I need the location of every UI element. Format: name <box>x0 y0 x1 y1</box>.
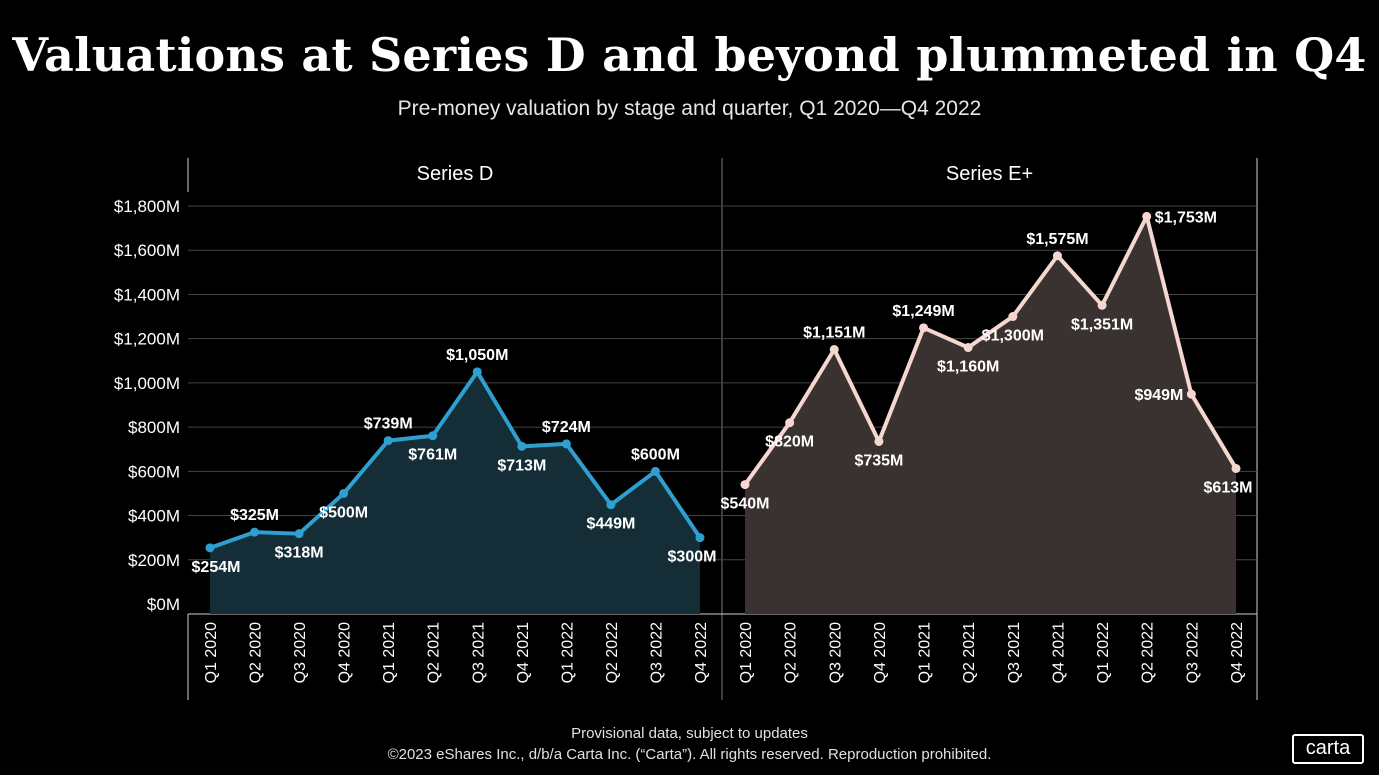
y-tick-label: $400M <box>128 507 180 526</box>
data-point <box>1097 300 1107 310</box>
panel-title: Series D <box>417 163 494 185</box>
data-point <box>1231 463 1241 473</box>
data-label: $724M <box>542 419 591 436</box>
data-label: $500M <box>319 504 368 521</box>
page-title: Valuations at Series D and beyond plumme… <box>12 28 1367 82</box>
x-tick-label: Q4 2022 <box>693 622 710 683</box>
footer-note: Provisional data, subject to updates <box>571 725 808 742</box>
x-tick-label: Q3 2021 <box>470 622 487 683</box>
data-point <box>1052 251 1062 261</box>
data-point <box>829 345 839 355</box>
x-tick-label: Q3 2022 <box>1184 622 1201 683</box>
x-tick-label: Q3 2020 <box>292 622 309 683</box>
x-tick-label: Q2 2021 <box>426 622 443 683</box>
x-tick-label: Q3 2021 <box>1006 622 1023 683</box>
x-tick-label: Q4 2020 <box>872 622 889 683</box>
data-label: $613M <box>1204 479 1253 496</box>
data-label: $540M <box>721 496 770 513</box>
data-label: $600M <box>631 446 680 463</box>
y-tick-label: $1,600M <box>114 241 180 260</box>
data-point <box>695 533 705 543</box>
y-tick-label: $1,000M <box>114 374 180 393</box>
data-point <box>383 436 393 446</box>
carta-logo: carta <box>1292 734 1364 764</box>
data-label: $1,151M <box>803 325 865 342</box>
series-area <box>745 216 1236 615</box>
series-line <box>743 214 1238 486</box>
data-label: $1,249M <box>892 303 954 320</box>
y-tick-label: $800M <box>128 418 180 437</box>
x-tick-label: Q4 2022 <box>1229 622 1246 683</box>
data-label: $300M <box>668 549 717 566</box>
data-label: $1,300M <box>982 328 1044 345</box>
footer-copyright: ©2023 eShares Inc., d/b/a Carta Inc. (“C… <box>387 746 992 763</box>
data-point <box>740 480 750 490</box>
data-point <box>472 367 482 377</box>
data-point <box>963 343 973 353</box>
x-tick-label: Q1 2020 <box>203 622 220 683</box>
data-point <box>1186 389 1196 399</box>
x-tick-label: Q4 2020 <box>337 622 354 683</box>
data-point <box>517 441 527 451</box>
data-label: $761M <box>408 447 457 464</box>
x-tick-label: Q3 2020 <box>827 622 844 683</box>
data-label: $449M <box>586 516 635 533</box>
data-point <box>428 431 438 441</box>
x-tick-label: Q1 2022 <box>559 622 576 683</box>
x-tick-label: Q2 2020 <box>248 622 265 683</box>
y-tick-label: $0M <box>147 595 180 614</box>
data-label: $739M <box>364 416 413 433</box>
x-tick-label: Q3 2022 <box>648 622 665 683</box>
page-subtitle: Pre-money valuation by stage and quarter… <box>397 97 982 120</box>
x-tick-label: Q4 2021 <box>1050 622 1067 683</box>
data-label: $325M <box>230 507 279 524</box>
x-tick-label: Q1 2021 <box>917 622 934 683</box>
data-point <box>650 466 660 476</box>
data-point <box>1142 211 1152 221</box>
data-label: $1,351M <box>1071 316 1133 333</box>
panel-title: Series E+ <box>946 163 1033 185</box>
x-tick-label: Q2 2021 <box>961 622 978 683</box>
data-label: $735M <box>854 452 903 469</box>
x-tick-label: Q2 2022 <box>604 622 621 683</box>
data-point <box>874 436 884 446</box>
series-area <box>210 371 700 614</box>
y-tick-label: $600M <box>128 462 180 481</box>
y-tick-label: $1,800M <box>114 197 180 216</box>
series-line <box>209 369 702 550</box>
y-tick-label: $1,400M <box>114 285 180 304</box>
data-label: $1,753M <box>1155 209 1217 226</box>
data-point <box>606 500 616 510</box>
data-point <box>339 488 349 498</box>
data-label: $254M <box>192 559 241 576</box>
y-tick-label: $1,200M <box>114 330 180 349</box>
data-point <box>294 529 304 539</box>
x-tick-label: Q2 2022 <box>1140 622 1157 683</box>
x-tick-label: Q1 2020 <box>738 622 755 683</box>
data-point <box>919 323 929 333</box>
x-tick-label: Q4 2021 <box>515 622 532 683</box>
y-tick-label: $200M <box>128 551 180 570</box>
data-point <box>1008 312 1018 322</box>
data-point <box>785 418 795 428</box>
data-label: $820M <box>765 434 814 451</box>
data-point <box>561 439 571 449</box>
x-tick-label: Q1 2021 <box>381 622 398 683</box>
x-tick-label: Q1 2022 <box>1095 622 1112 683</box>
data-label: $713M <box>497 457 546 474</box>
data-point <box>250 527 260 537</box>
data-label: $1,160M <box>937 359 999 376</box>
data-label: $1,575M <box>1026 231 1088 248</box>
x-tick-label: Q2 2020 <box>783 622 800 683</box>
data-point <box>205 543 215 553</box>
data-label: $949M <box>1134 387 1183 404</box>
data-label: $318M <box>275 545 324 562</box>
data-label: $1,050M <box>446 347 508 364</box>
